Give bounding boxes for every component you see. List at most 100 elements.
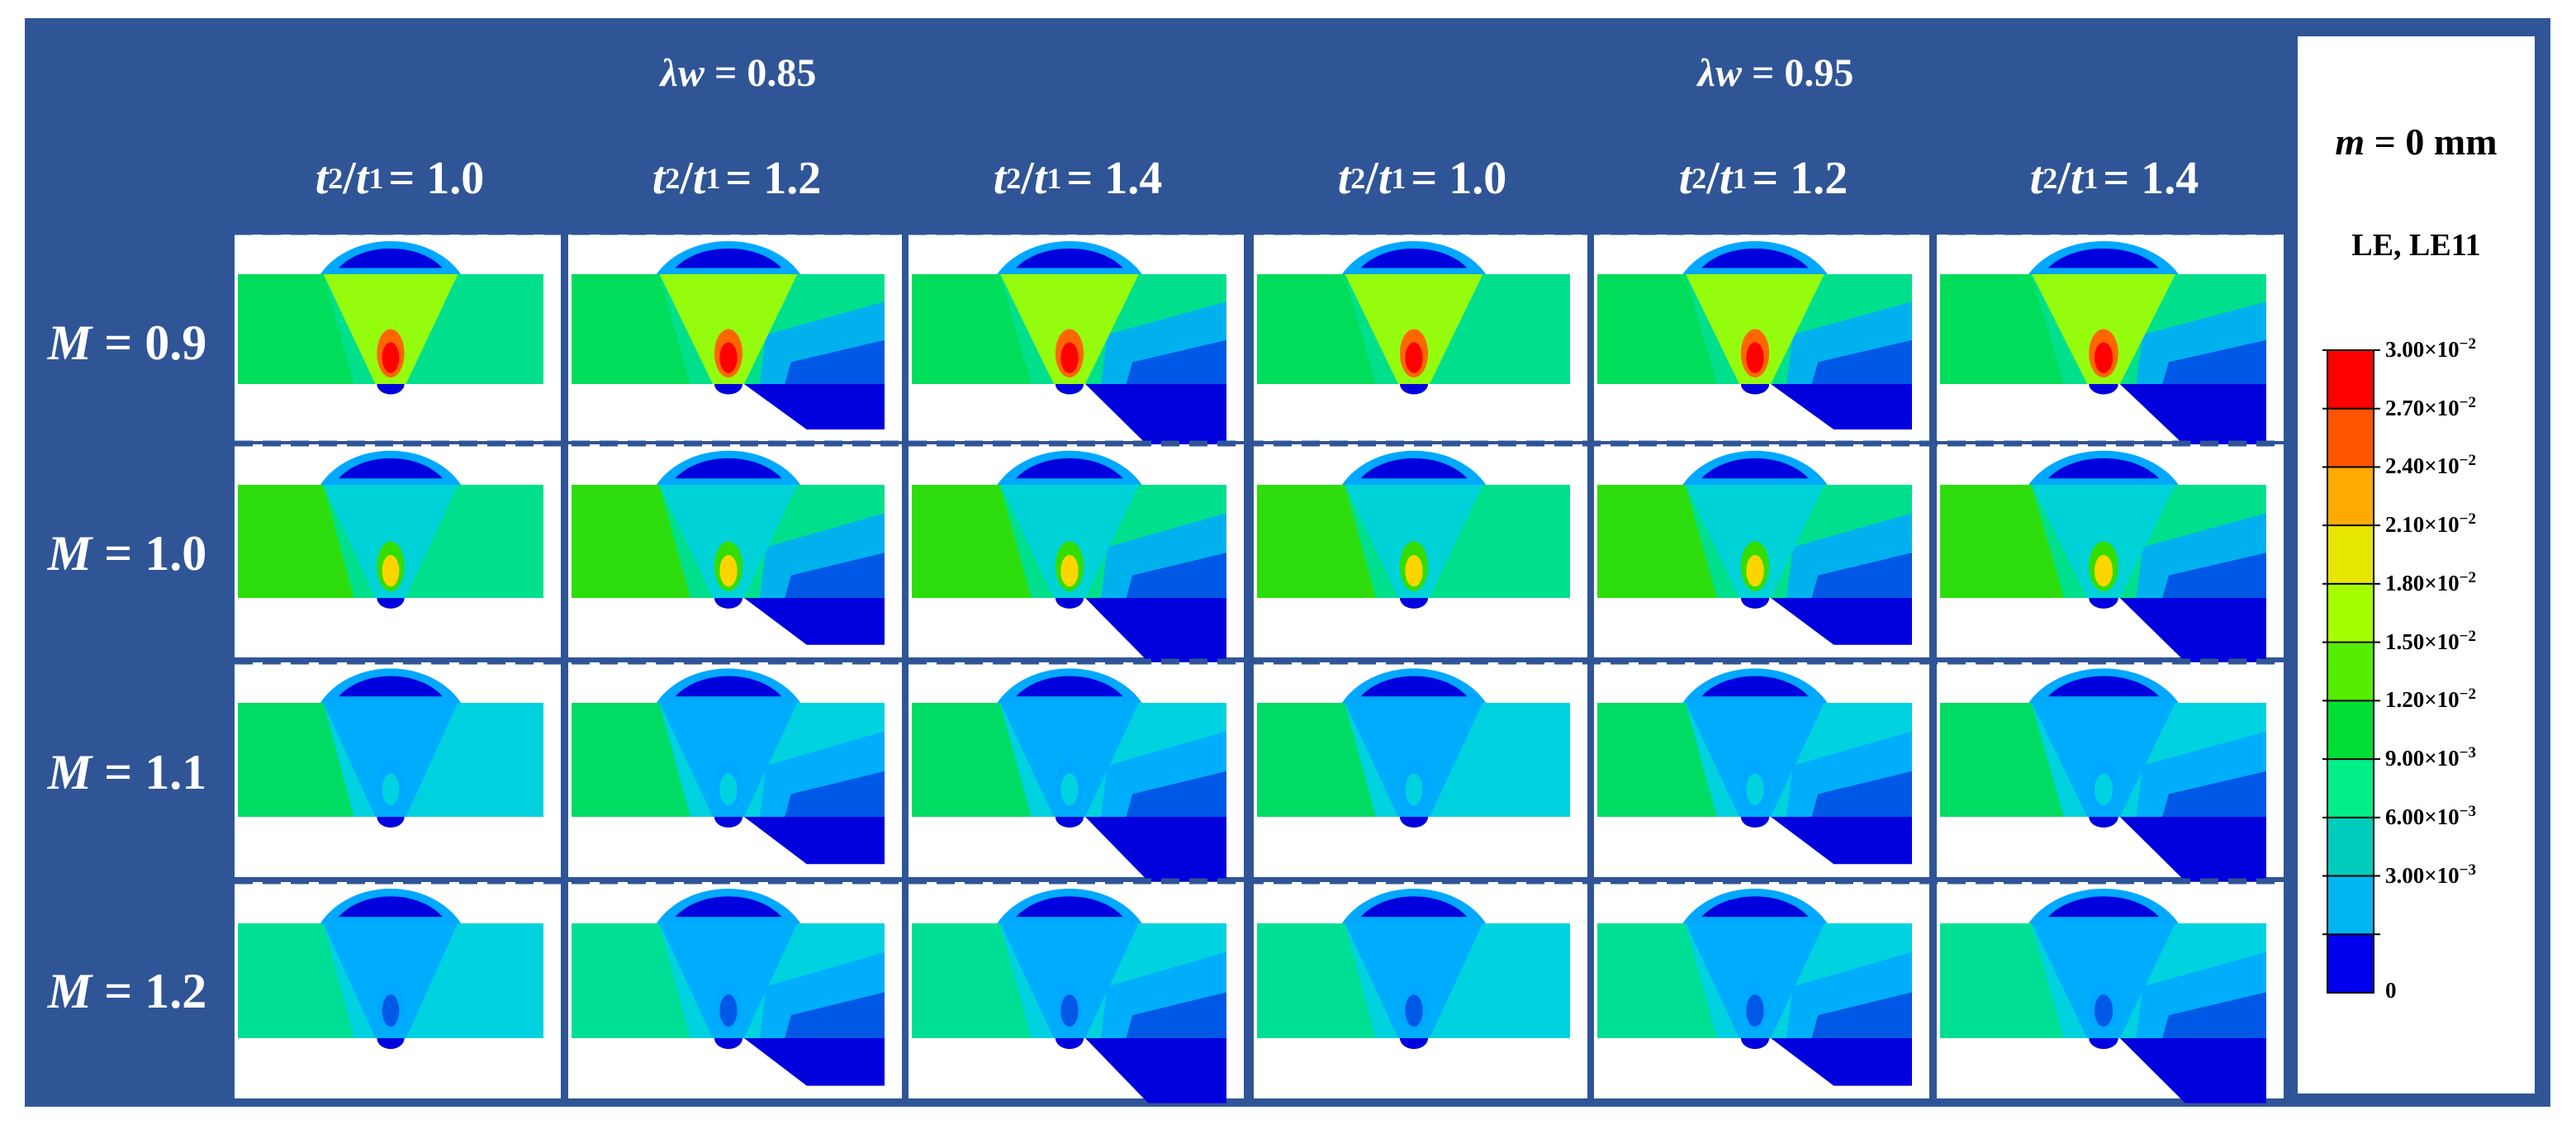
weld-root bbox=[377, 384, 405, 395]
root-hotspot bbox=[1746, 342, 1764, 373]
contour-cell-r3-c6 bbox=[1937, 662, 2284, 881]
plate-right-low-zone bbox=[785, 553, 885, 598]
weld-cap-core bbox=[1360, 248, 1468, 268]
plate-right-low-zone bbox=[785, 771, 885, 817]
row-header-m-12: M = 1.2 bbox=[25, 884, 230, 1098]
plate-left-zone bbox=[912, 703, 1032, 817]
label-base: 10 bbox=[2436, 512, 2460, 538]
colorbar-label-8: 6.00×10−3 bbox=[2385, 803, 2476, 830]
group-symbol: λw bbox=[660, 50, 704, 95]
root-hotspot bbox=[1746, 554, 1764, 587]
weld-cap-core bbox=[2047, 676, 2160, 697]
weld-root bbox=[1740, 384, 1770, 395]
weld-vee bbox=[1686, 274, 1824, 384]
plate-right-low-zone bbox=[785, 339, 885, 384]
row-header-m-10: M = 1.0 bbox=[25, 446, 230, 661]
ratio-sub2: 2 bbox=[1691, 162, 1707, 195]
label-mantissa: 2.70× bbox=[2385, 395, 2437, 420]
ratio-t1: t bbox=[692, 153, 706, 204]
label-base: 10 bbox=[2436, 804, 2460, 829]
colorbar-label-3: 2.10×10−2 bbox=[2385, 510, 2476, 538]
ratio-sub2: 2 bbox=[1006, 162, 1022, 195]
weld-cap-core bbox=[339, 676, 443, 697]
column-header-3: t 2/t 1 = 1.0 bbox=[1254, 130, 1591, 226]
weld-vee bbox=[1000, 274, 1139, 384]
weld-cap-core bbox=[2047, 896, 2160, 918]
root-hotspot bbox=[1405, 773, 1423, 806]
plate-left-zone bbox=[1257, 274, 1377, 384]
group-header-lambda-085: λw = 0.85 bbox=[235, 31, 1242, 114]
plate-left-zone bbox=[572, 274, 691, 384]
legend-condition-value: = 0 mm bbox=[2374, 121, 2498, 163]
root-hotspot bbox=[719, 554, 738, 587]
contour-cell-r2-c5 bbox=[1594, 444, 1929, 657]
row-header-m-11: M = 1.1 bbox=[25, 665, 230, 880]
thick-plate-step bbox=[1771, 1038, 1912, 1086]
weld-root bbox=[1399, 384, 1429, 395]
root-hotspot bbox=[719, 773, 738, 806]
weld-cap-core bbox=[675, 458, 782, 479]
weld-root bbox=[1399, 1038, 1429, 1050]
colorbar-label-7: 9.00×10−3 bbox=[2385, 744, 2476, 771]
ratio-value: = 1.4 bbox=[1066, 153, 1163, 204]
weld-vee bbox=[659, 485, 798, 598]
thick-plate-step bbox=[2119, 1038, 2266, 1103]
root-hotspot bbox=[1405, 554, 1423, 587]
weld-cap-core bbox=[1701, 896, 1809, 918]
column-header-0: t 2/t 1 = 1.0 bbox=[235, 130, 565, 226]
label-mantissa: 2.40× bbox=[2385, 453, 2437, 479]
ratio-value: = 1.4 bbox=[2103, 153, 2199, 204]
weld-cap-core bbox=[1016, 458, 1123, 479]
contour-cell-r2-c1 bbox=[235, 444, 561, 657]
root-hotspot bbox=[1405, 342, 1423, 373]
ratio-slash: / bbox=[1706, 153, 1720, 204]
thick-plate-step bbox=[743, 384, 885, 429]
label-mantissa: 6.00× bbox=[2385, 804, 2437, 829]
plate-left-zone bbox=[912, 485, 1032, 598]
root-hotspot bbox=[2094, 994, 2113, 1027]
colorbar-label-6: 1.20×10−2 bbox=[2385, 685, 2476, 713]
label-base: 10 bbox=[2436, 687, 2460, 713]
thick-plate-step bbox=[2119, 598, 2266, 662]
weld-vee bbox=[1345, 485, 1483, 598]
weld-root bbox=[2089, 384, 2118, 395]
weld-cap-core bbox=[1360, 458, 1468, 479]
thick-plate-step bbox=[1771, 598, 1912, 645]
plate-left-zone bbox=[1940, 485, 2065, 598]
weld-root bbox=[1399, 598, 1429, 609]
contour-cell-r4-c5 bbox=[1594, 882, 1929, 1098]
plate-left-zone bbox=[1940, 703, 2065, 817]
ratio-sub2: 2 bbox=[2042, 162, 2058, 195]
weld-cap-core bbox=[339, 248, 443, 268]
plate-right-low-zone bbox=[1126, 339, 1226, 384]
legend-condition: m = 0 mm bbox=[2298, 120, 2535, 164]
plate-left-zone bbox=[238, 485, 354, 598]
plate-right-low-zone bbox=[1811, 339, 1912, 384]
contour-cell-r4-c6 bbox=[1937, 882, 2284, 1103]
plate-right-low-zone bbox=[1811, 771, 1912, 817]
contour-cell-r3-c3 bbox=[908, 662, 1244, 881]
contour-cell-r4-c1 bbox=[235, 882, 561, 1098]
label-exponent: −2 bbox=[2459, 393, 2476, 411]
plate-right-low-zone bbox=[785, 992, 885, 1038]
root-hotspot bbox=[1405, 994, 1423, 1027]
weld-root bbox=[1055, 1038, 1084, 1050]
label-exponent: −2 bbox=[2459, 335, 2476, 353]
label-mantissa: 9.00× bbox=[2385, 746, 2437, 771]
colorbar-label-10: 0 bbox=[2385, 978, 2397, 1003]
plate-left-zone bbox=[1940, 274, 2065, 384]
plate-left-zone bbox=[1940, 923, 2065, 1038]
row-header-m-09: M = 0.9 bbox=[25, 235, 230, 450]
ratio-slash: / bbox=[680, 153, 693, 204]
contour-cell-r3-c1 bbox=[235, 662, 561, 877]
plate-left-zone bbox=[912, 274, 1032, 384]
ratio-t2: t bbox=[1337, 153, 1351, 204]
colorbar-label-5: 1.50×10−2 bbox=[2385, 628, 2476, 655]
label-exponent: −2 bbox=[2459, 627, 2476, 645]
thick-plate-step bbox=[2119, 384, 2266, 446]
root-hotspot bbox=[382, 554, 400, 587]
label-base: 10 bbox=[2436, 453, 2460, 479]
ratio-value: = 1.0 bbox=[388, 153, 485, 204]
ratio-sub1: 1 bbox=[368, 162, 384, 195]
contour-cell-r4-c2 bbox=[568, 882, 902, 1098]
